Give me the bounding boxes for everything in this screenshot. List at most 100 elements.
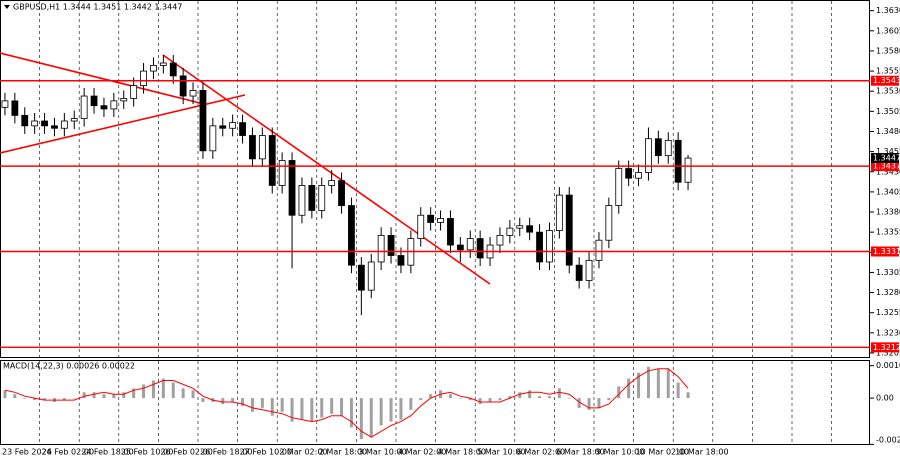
macd-bar bbox=[448, 394, 452, 399]
candle-body bbox=[298, 185, 306, 216]
macd-bar bbox=[151, 380, 155, 399]
macd-bar bbox=[221, 398, 225, 404]
macd-bar bbox=[518, 392, 522, 399]
macd-bar bbox=[468, 398, 472, 401]
macd-bar bbox=[429, 394, 433, 399]
candle-body bbox=[387, 234, 395, 256]
macd-bar bbox=[617, 386, 621, 399]
y-tick-label: 1.3280 bbox=[876, 288, 900, 297]
macd-bar bbox=[666, 368, 670, 399]
macd-bar bbox=[92, 392, 96, 399]
candle-body bbox=[169, 62, 177, 77]
macd-bar bbox=[132, 388, 136, 399]
candle-body bbox=[377, 234, 385, 263]
macd-bar bbox=[528, 390, 532, 399]
y-tick-label: 1.3255 bbox=[876, 308, 900, 317]
candle-body bbox=[357, 264, 365, 291]
macd-bar bbox=[82, 392, 86, 399]
macd-bar bbox=[607, 398, 611, 401]
x-tick-label: 2 Mar 02:00 bbox=[279, 448, 327, 457]
candle-body bbox=[516, 225, 524, 229]
candle-body bbox=[189, 90, 197, 97]
macd-bar bbox=[597, 398, 601, 408]
candle-body bbox=[645, 138, 652, 173]
y-tick-label: 1.3205 bbox=[876, 348, 900, 357]
candle-body bbox=[90, 95, 98, 107]
macd-bar bbox=[587, 398, 591, 410]
y-tick-label: 1.3530 bbox=[876, 87, 900, 96]
macd-bar bbox=[231, 398, 235, 403]
price-panel-frame bbox=[0, 0, 870, 358]
candle-body bbox=[288, 160, 296, 216]
level-label-box bbox=[871, 342, 899, 353]
candle-body bbox=[674, 139, 682, 183]
macd-bar bbox=[270, 398, 274, 416]
y-tick-label: 1.3580 bbox=[876, 46, 900, 55]
level-label-box bbox=[871, 246, 899, 257]
macd-bar bbox=[676, 382, 680, 399]
candle-body bbox=[526, 225, 534, 233]
candle-body bbox=[51, 125, 58, 129]
macd-bar bbox=[23, 398, 27, 399]
macd-bar bbox=[379, 398, 383, 426]
macd-bar bbox=[577, 398, 581, 408]
candle-body bbox=[258, 135, 266, 160]
candle-body bbox=[199, 90, 207, 152]
candle-body bbox=[625, 168, 633, 179]
candle-body bbox=[179, 75, 187, 97]
macd-bar bbox=[62, 398, 66, 401]
macd-bar bbox=[557, 388, 561, 399]
macd-bar bbox=[488, 398, 492, 403]
y-tick-label: 1.3605 bbox=[876, 26, 900, 35]
x-tick-label: 2 Mar 18:00 bbox=[319, 448, 367, 457]
candle-body bbox=[575, 264, 583, 281]
x-tick-label: 3 Mar 10:00 bbox=[358, 448, 406, 457]
candle-body bbox=[140, 70, 147, 86]
candle-body bbox=[397, 255, 405, 266]
candle-body bbox=[41, 120, 48, 127]
y-tick-label: 1.3505 bbox=[876, 107, 900, 116]
level-label-box bbox=[871, 161, 899, 172]
candle-body bbox=[249, 135, 256, 160]
macd-bar bbox=[102, 394, 106, 399]
macd-bar bbox=[290, 398, 294, 422]
candle-body bbox=[456, 244, 464, 251]
y-tick-label: -0.00237 bbox=[876, 436, 900, 445]
candle-body bbox=[328, 180, 336, 186]
y-tick-label: 1.3355 bbox=[876, 228, 900, 237]
macd-bar bbox=[498, 398, 502, 401]
x-tick-label: 9 Mar 10:00 bbox=[596, 448, 644, 457]
x-tick-label: 10 Mar 02:00 bbox=[636, 448, 689, 457]
candle-body bbox=[466, 238, 474, 251]
macd-bar bbox=[241, 398, 245, 406]
candle-body bbox=[427, 214, 435, 223]
macd-bar bbox=[33, 398, 37, 401]
candle-body bbox=[159, 62, 167, 66]
chart-title: GBPUSD,H1 1.3444 1.3451 1.3442 1.3447 bbox=[13, 3, 182, 12]
candle-body bbox=[585, 259, 593, 281]
x-tick-label: 27 Feb 10:00 bbox=[240, 448, 292, 457]
macd-bar bbox=[340, 398, 344, 416]
level-label: 1.3212 bbox=[873, 343, 900, 352]
candle-body bbox=[635, 172, 642, 179]
x-tick-label: 10 Mar 18:00 bbox=[675, 448, 728, 457]
level-label: 1.3331 bbox=[873, 247, 900, 256]
y-tick-label: 1.3305 bbox=[876, 268, 900, 277]
macd-bar bbox=[310, 398, 314, 422]
level-label: 1.3543 bbox=[873, 76, 900, 85]
grid bbox=[39, 1, 832, 445]
macd-bar bbox=[686, 392, 690, 399]
level-label: 1.3437 bbox=[873, 162, 900, 171]
x-tick-label: 6 Mar 18:00 bbox=[556, 448, 604, 457]
y-tick-label: 1.3480 bbox=[876, 127, 900, 136]
candle-body bbox=[546, 230, 553, 263]
candle-body bbox=[684, 157, 692, 183]
candle-body bbox=[496, 234, 504, 246]
macd-bar bbox=[260, 398, 264, 408]
candle-body bbox=[506, 227, 514, 236]
macd-bar bbox=[508, 396, 512, 399]
y-tick-label: 1.3630 bbox=[876, 6, 900, 15]
candle-body bbox=[219, 125, 227, 129]
macd-bar bbox=[250, 398, 254, 412]
menu-arrow bbox=[4, 5, 10, 9]
